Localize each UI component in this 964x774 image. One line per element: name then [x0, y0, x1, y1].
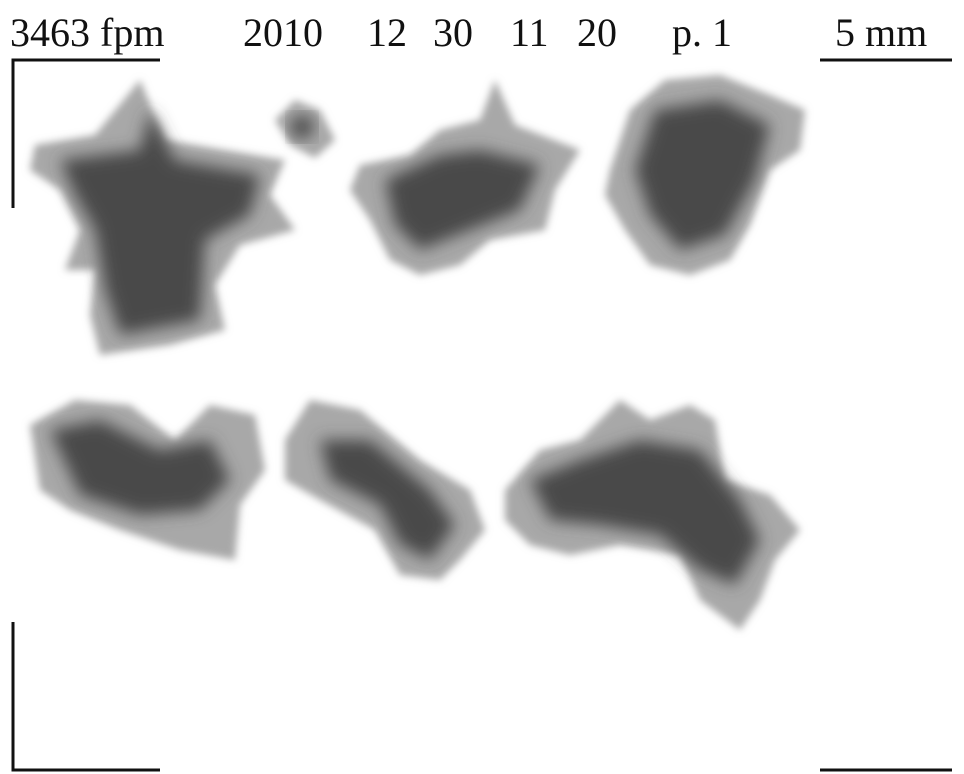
day: 30 [433, 10, 473, 55]
minute: 20 [577, 10, 617, 55]
year: 2010 [243, 10, 323, 55]
particle [605, 75, 805, 275]
frame-corner [11, 58, 160, 208]
particle [350, 80, 580, 275]
scale-label: 5 mm [835, 10, 927, 55]
month: 12 [367, 10, 407, 55]
frame-rate: 3463 fpm [10, 10, 164, 55]
particle [30, 80, 295, 355]
hour: 11 [510, 10, 549, 55]
particle [285, 400, 485, 580]
particle [275, 100, 335, 158]
particle [30, 400, 265, 560]
page-number: p. 1 [672, 10, 732, 55]
frame-corner [11, 622, 160, 772]
particle [505, 400, 800, 630]
